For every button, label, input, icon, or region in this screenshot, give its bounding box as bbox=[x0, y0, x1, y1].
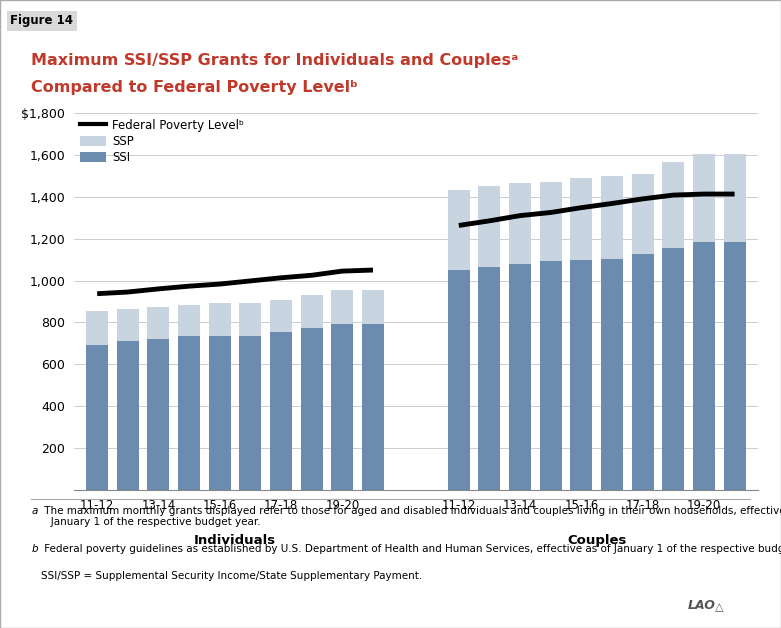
Bar bbox=[601, 259, 623, 490]
Bar bbox=[540, 181, 562, 261]
Bar bbox=[331, 290, 353, 323]
Bar bbox=[86, 345, 109, 490]
Bar bbox=[209, 337, 231, 490]
Bar bbox=[693, 242, 715, 490]
Bar bbox=[540, 261, 562, 490]
Text: Compared to Federal Poverty Levelᵇ: Compared to Federal Poverty Levelᵇ bbox=[31, 80, 358, 95]
Bar bbox=[362, 290, 384, 323]
Bar bbox=[693, 154, 715, 242]
Text: b: b bbox=[31, 544, 37, 555]
Bar bbox=[662, 248, 684, 490]
Text: Federal poverty guidelines as established by U.S. Department of Health and Human: Federal poverty guidelines as establishe… bbox=[41, 544, 781, 555]
Bar bbox=[632, 173, 654, 254]
Bar bbox=[209, 303, 231, 337]
Text: Figure 14: Figure 14 bbox=[10, 14, 73, 28]
Text: LAO: LAO bbox=[687, 599, 715, 612]
Bar bbox=[239, 337, 262, 490]
Bar bbox=[570, 259, 593, 490]
Legend: Federal Poverty Levelᵇ, SSP, SSI: Federal Poverty Levelᵇ, SSP, SSI bbox=[80, 119, 244, 164]
Bar bbox=[479, 187, 501, 267]
Text: The maximum monthly grants displayed refer to those for aged and disabled indivi: The maximum monthly grants displayed ref… bbox=[41, 506, 781, 527]
Bar bbox=[178, 337, 200, 490]
Bar bbox=[301, 295, 323, 328]
Text: SSI/SSP = Supplemental Security Income/State Supplementary Payment.: SSI/SSP = Supplemental Security Income/S… bbox=[41, 571, 422, 581]
Bar bbox=[117, 309, 139, 341]
Bar bbox=[148, 306, 169, 339]
Bar bbox=[331, 323, 353, 490]
Bar bbox=[86, 311, 109, 345]
Bar bbox=[509, 183, 531, 264]
Text: a: a bbox=[31, 506, 37, 516]
Text: Couples: Couples bbox=[567, 534, 626, 547]
Bar bbox=[723, 154, 746, 242]
Bar bbox=[479, 267, 501, 490]
Bar bbox=[448, 271, 470, 490]
Bar bbox=[601, 176, 623, 259]
Text: Maximum SSI/SSP Grants for Individuals and Couplesᵃ: Maximum SSI/SSP Grants for Individuals a… bbox=[31, 53, 519, 68]
Bar bbox=[632, 254, 654, 490]
Bar bbox=[448, 190, 470, 271]
Bar bbox=[570, 178, 593, 259]
Bar bbox=[148, 339, 169, 490]
Bar bbox=[662, 163, 684, 248]
Bar bbox=[509, 264, 531, 490]
Text: △: △ bbox=[715, 602, 723, 612]
Bar bbox=[270, 332, 292, 490]
Bar bbox=[723, 242, 746, 490]
Bar bbox=[178, 305, 200, 337]
Bar bbox=[117, 341, 139, 490]
Bar bbox=[301, 328, 323, 490]
Bar bbox=[362, 323, 384, 490]
Bar bbox=[239, 303, 262, 337]
Bar bbox=[270, 300, 292, 332]
Text: Individuals: Individuals bbox=[194, 534, 276, 547]
